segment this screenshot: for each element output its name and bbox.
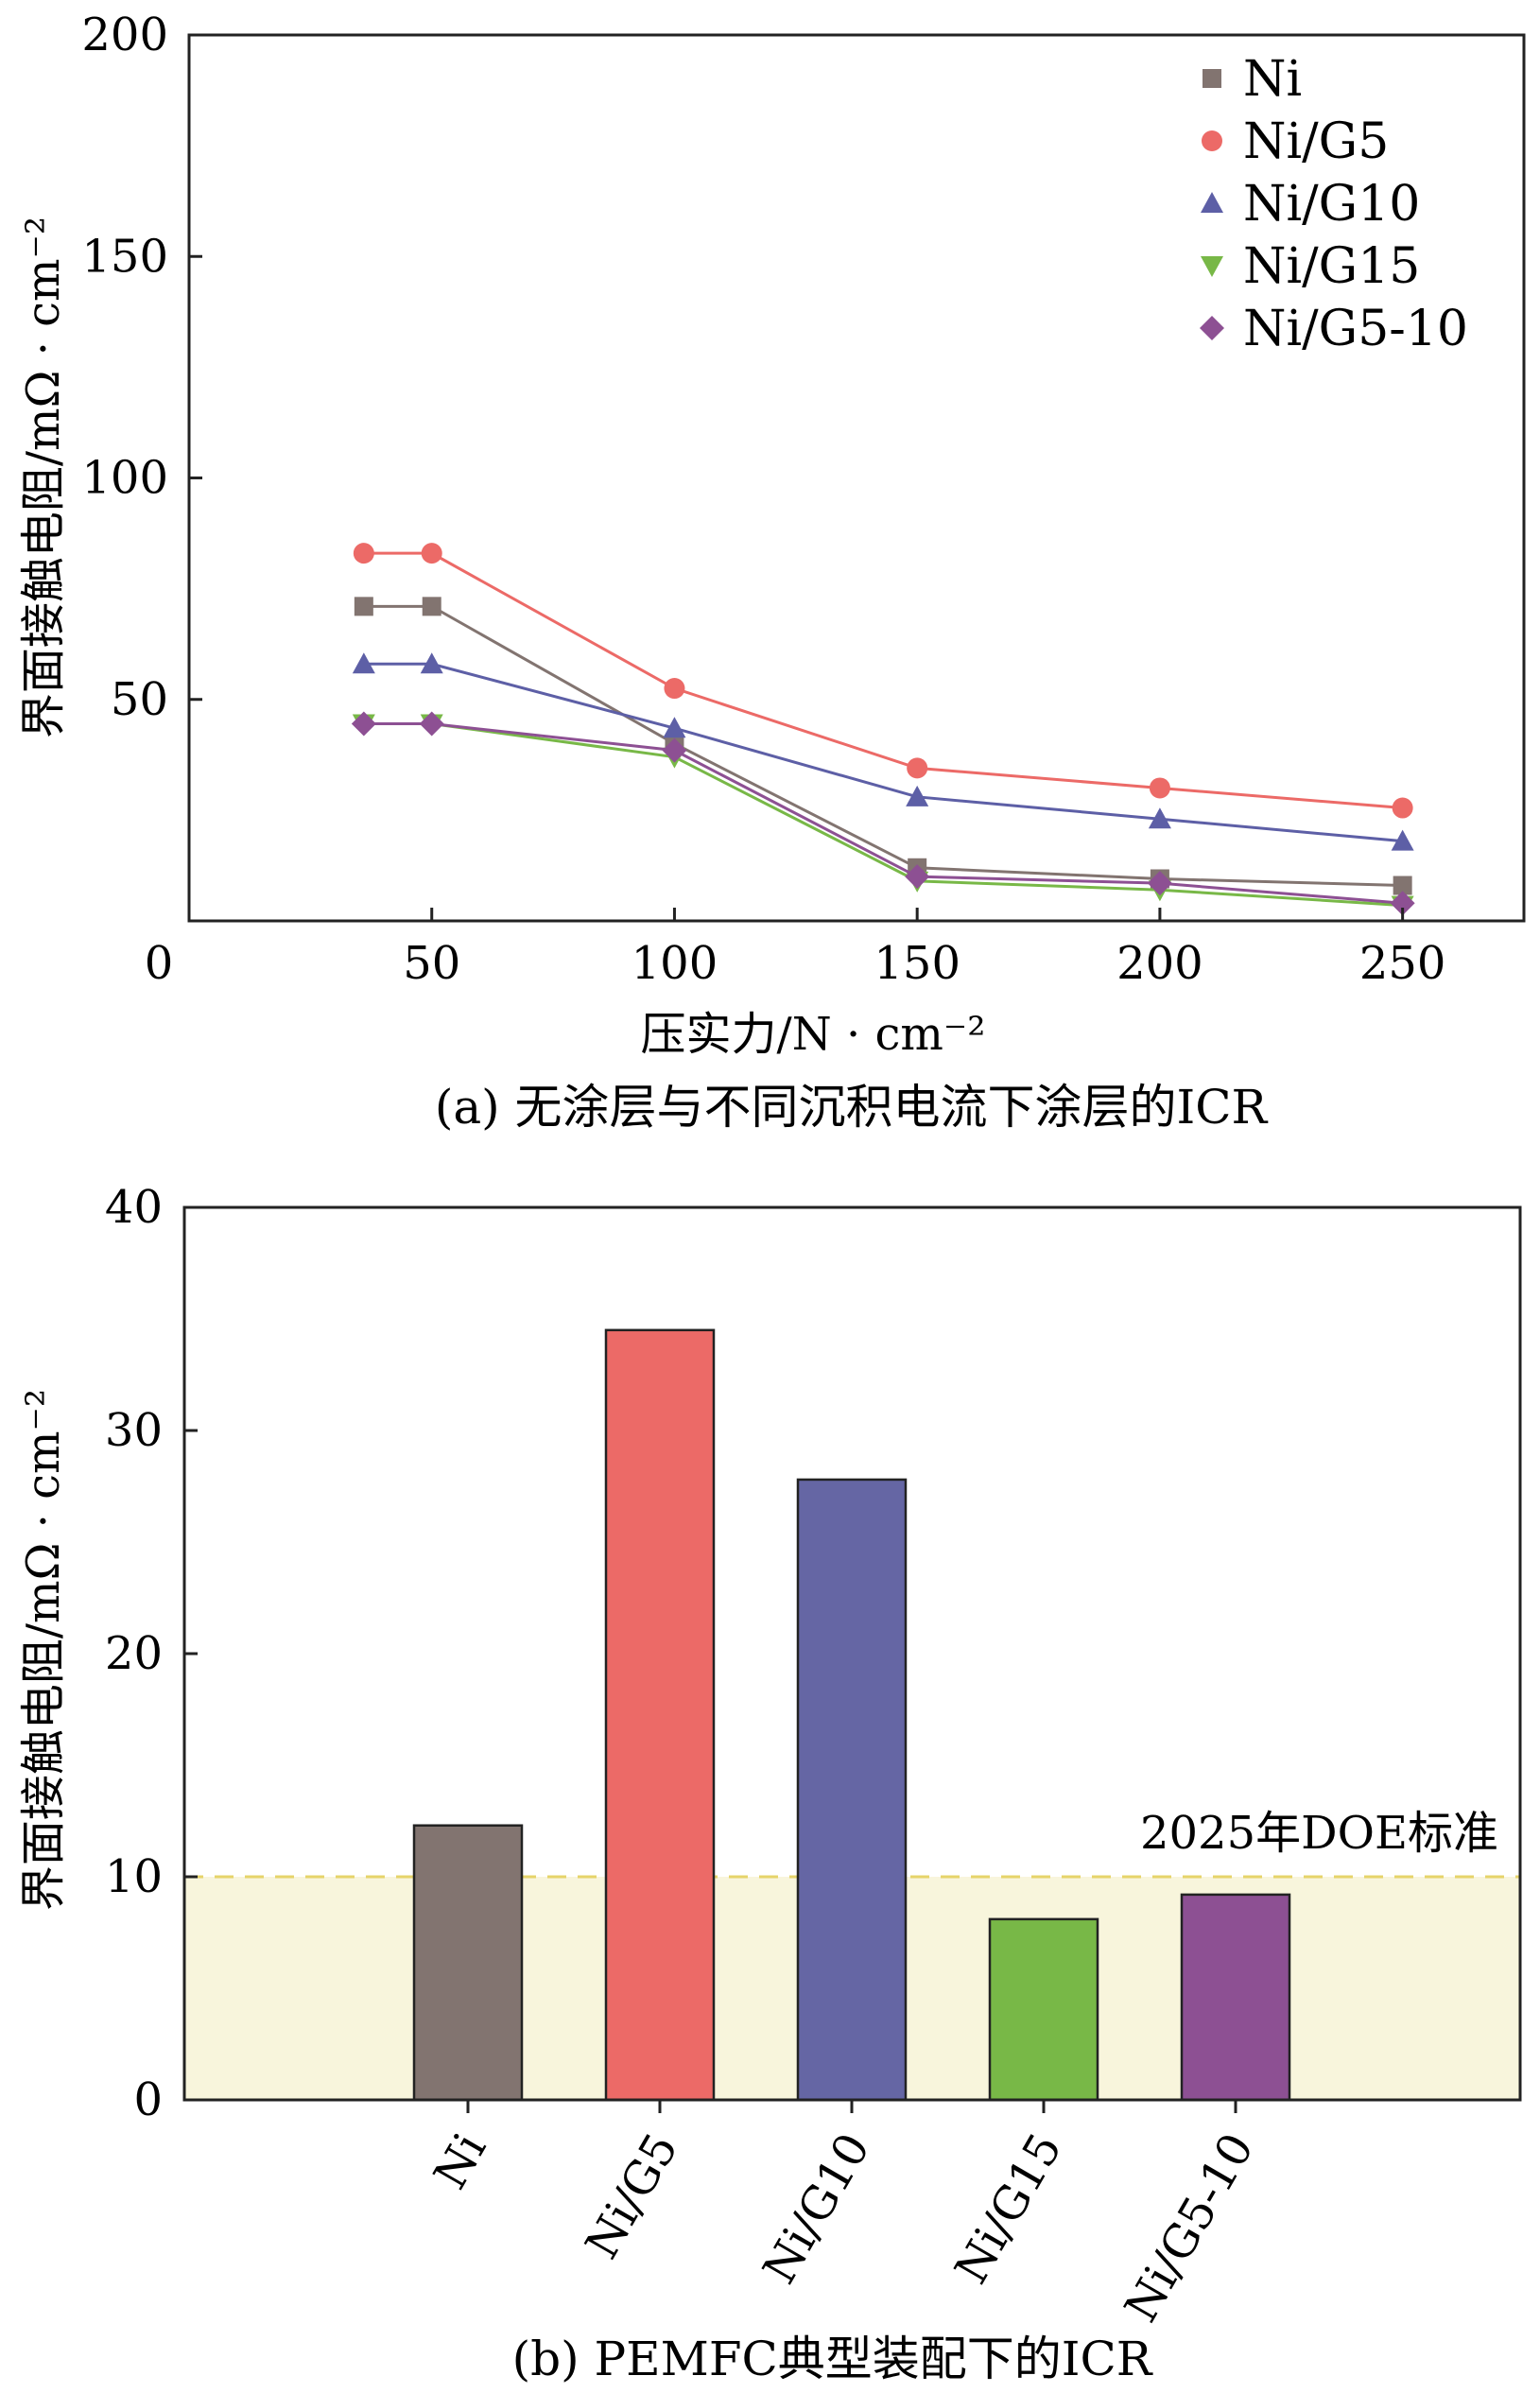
panel-a-y-tick-label: 150 bbox=[81, 230, 168, 283]
panel-a-x-axis-label: 压实力/N · cm⁻² bbox=[641, 1008, 986, 1061]
panel-a-legend-marker bbox=[1200, 316, 1224, 340]
panel-b-bar-ni-g10 bbox=[796, 1478, 908, 2102]
panel-b-x-tick-label: Ni/G15 bbox=[944, 2124, 1072, 2293]
panel-a-data-point bbox=[1390, 891, 1415, 916]
panel-a-data-point bbox=[664, 678, 685, 700]
panel-a-legend-label: Ni/G5-10 bbox=[1243, 301, 1468, 357]
panel-a-data-point bbox=[1393, 876, 1412, 895]
panel-b-y-tick-label: 0 bbox=[133, 2073, 163, 2126]
panel-b-caption: (b) PEMFC典型装配下的ICR bbox=[512, 2332, 1153, 2386]
panel-a-data-point bbox=[419, 711, 444, 737]
panel-a-data-point bbox=[906, 785, 929, 806]
panel-b-x-tick-label: Ni bbox=[424, 2124, 496, 2198]
panel-b-x-tick-label: Ni/G10 bbox=[753, 2124, 880, 2293]
panel-a-x-tick-label: 250 bbox=[1359, 937, 1446, 990]
panel-a-series-ni-g15 bbox=[352, 714, 1414, 917]
panel-a-data-point bbox=[420, 652, 443, 674]
panel-a-data-point bbox=[905, 864, 930, 890]
panel-a-series-layer bbox=[351, 543, 1415, 917]
panel-a-series-line bbox=[363, 662, 1403, 843]
panel-a-data-point bbox=[1149, 777, 1170, 799]
panel-a-series-line bbox=[363, 604, 1403, 888]
panel-a-series-line bbox=[363, 551, 1403, 810]
panel-a-data-point bbox=[352, 652, 375, 674]
panel-a-y-axis-label: 界面接触电阻/mΩ · cm⁻² bbox=[17, 217, 70, 738]
panel-a-data-point bbox=[663, 717, 686, 738]
panel-a-data-point bbox=[662, 737, 687, 763]
panel-a-legend-label: Ni/G10 bbox=[1243, 176, 1420, 233]
panel-a-data-point bbox=[353, 543, 374, 564]
panel-a-data-point bbox=[907, 757, 928, 779]
panel-a-data-point bbox=[421, 543, 442, 564]
panel-a-legend-marker bbox=[1203, 69, 1221, 88]
panel-b-y-tick-label: 30 bbox=[105, 1404, 163, 1457]
panel-a-data-point bbox=[1391, 829, 1414, 851]
panel-b-bar-ni-g5 bbox=[604, 1328, 716, 2102]
panel-a-y-tick-label: 50 bbox=[111, 673, 168, 726]
panel-a-legend-marker bbox=[1202, 130, 1222, 151]
panel-b-y-axis-label: 界面接触电阻/mΩ · cm⁻² bbox=[17, 1389, 70, 1911]
panel-a-series-line bbox=[363, 722, 1403, 905]
panel-b-bar-ni-g15 bbox=[988, 1917, 1099, 2102]
panel-a-axes: 0 50 100 150 200 250 50 100 150 200 bbox=[81, 9, 1445, 990]
panel-a-line-chart: 0 50 100 150 200 250 50 100 150 200 界面接触电阻/mΩ · c… bbox=[17, 9, 1526, 1135]
panel-b-y-tick-label: 20 bbox=[105, 1627, 163, 1680]
panel-a-caption: (a) 无涂层与不同沉积电流下涂层的ICR bbox=[435, 1080, 1269, 1135]
panel-a-legend-marker bbox=[1201, 256, 1223, 277]
panel-a-y-tick-label: 200 bbox=[81, 9, 168, 61]
panel-a-legend-marker bbox=[1201, 192, 1223, 213]
panel-a-data-point bbox=[1148, 807, 1171, 829]
panel-b-doe-label: 2025年DOE标准 bbox=[1140, 1807, 1498, 1860]
panel-b-bar-chart: 2025年DOE标准 Ni Ni/G5 Ni/G10 Ni/G15 Ni/G5-10 0 1… bbox=[17, 1181, 1522, 2386]
panel-b-y-tick-label: 10 bbox=[105, 1850, 163, 1903]
panel-a-x-tick-label: 50 bbox=[403, 937, 460, 990]
panel-a-series-ni-g5-10 bbox=[351, 711, 1415, 916]
panel-a-x-tick-label: 200 bbox=[1116, 937, 1203, 990]
panel-a-data-point bbox=[422, 597, 441, 616]
panel-b-x-tick-label: Ni/G5 bbox=[576, 2124, 689, 2267]
panel-a-x-tick-label: 100 bbox=[632, 937, 718, 990]
panel-a-series-ni-g5 bbox=[353, 543, 1413, 819]
panel-a-data-point bbox=[351, 711, 376, 737]
panel-a-x-tick-label: 150 bbox=[874, 937, 960, 990]
panel-a-data-point bbox=[354, 597, 373, 616]
panel-a-series-ni bbox=[354, 597, 1412, 895]
panel-a-legend-label: Ni/G15 bbox=[1243, 238, 1420, 295]
panel-a-x-tick-label: 0 bbox=[145, 937, 174, 990]
panel-a-legend-label: Ni bbox=[1243, 51, 1302, 108]
panel-a-data-point bbox=[1147, 871, 1172, 896]
panel-a-series-line bbox=[363, 722, 1403, 908]
panel-a-series-ni-g10 bbox=[352, 652, 1414, 851]
panel-b-bar-ni-g5-10 bbox=[1180, 1893, 1291, 2102]
panel-b-x-tick-label: Ni/G5-10 bbox=[1115, 2124, 1264, 2331]
panel-b-bars bbox=[412, 1328, 1291, 2102]
panel-a-y-tick-label: 100 bbox=[81, 452, 168, 505]
panel-a-data-point bbox=[1392, 797, 1413, 819]
panel-a-legend-label: Ni/G5 bbox=[1243, 113, 1389, 170]
panel-b-bar-ni bbox=[412, 1824, 524, 2102]
panel-b-y-tick-label: 40 bbox=[105, 1181, 163, 1234]
